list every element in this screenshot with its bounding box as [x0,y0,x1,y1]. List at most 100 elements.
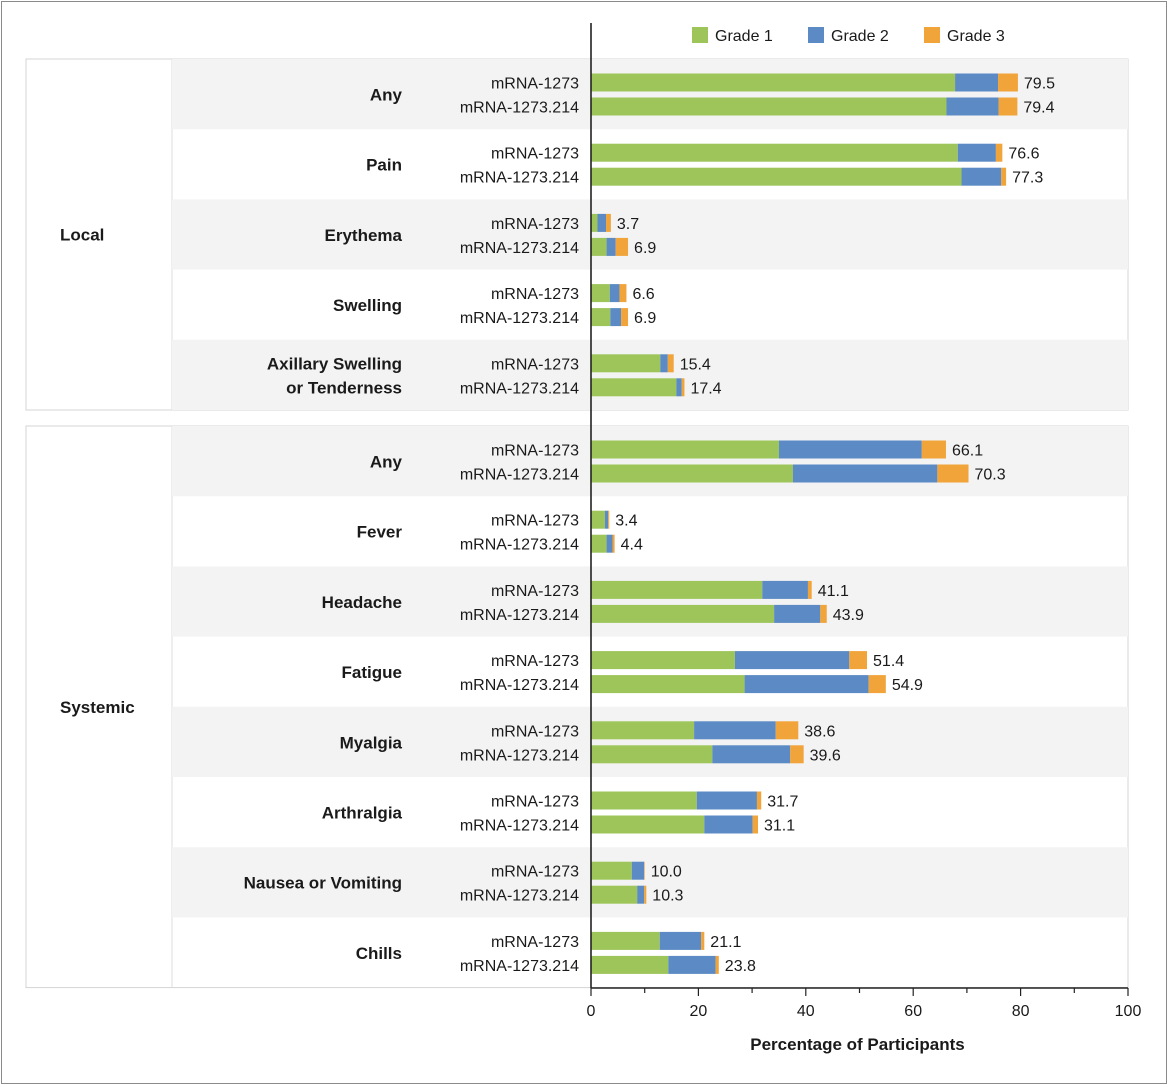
x-tick-label-60: 60 [904,1003,922,1020]
bar-systemic-nausea-or-vomiting-mrna-1273-grade-3 [644,861,645,880]
bar-systemic-fever-mrna-1273-214-grade-2 [606,534,613,553]
bar-local-swelling-mrna-1273-214-grade-3 [621,308,629,327]
band-systemic-nausea-or-vomiting [172,847,1128,918]
bar-local-axillary-swelling-or-tenderness-mrna-1273-grade-3 [667,354,674,373]
bar-local-swelling-mrna-1273-grade-1 [591,284,610,303]
bar-systemic-nausea-or-vomiting-mrna-1273-grade-2 [631,861,645,880]
bar-systemic-chills-mrna-1273-214-grade-2 [668,955,716,974]
x-tick-label-100: 100 [1115,1003,1142,1020]
bar-systemic-headache-mrna-1273-grade-2 [762,580,808,599]
category-label-systemic-arthralgia: Arthralgia [322,804,403,823]
band-systemic-any [172,426,1128,497]
bar-local-swelling-mrna-1273-grade-3 [619,284,627,303]
bar-systemic-any-mrna-1273-grade-1 [591,440,779,459]
x-tick-label-40: 40 [797,1003,815,1020]
vaccine-label-systemic-arthralgia-mrna-1273: mRNA-1273 [491,794,579,811]
data-label-systemic-fever-mrna-1273-214: 4.4 [621,537,643,554]
vaccine-label-systemic-any-mrna-1273: mRNA-1273 [491,443,579,460]
vaccine-label-systemic-chills-mrna-1273-214: mRNA-1273.214 [460,958,579,975]
panel-label-local: Local [60,226,104,245]
vaccine-label-local-axillary-swelling-or-tenderness-mrna-1273: mRNA-1273 [491,356,579,373]
x-tick-label-0: 0 [587,1003,596,1020]
bar-systemic-fatigue-mrna-1273-grade-2 [734,651,850,670]
bar-systemic-fatigue-mrna-1273-grade-1 [591,651,735,670]
bar-local-pain-mrna-1273-214-grade-3 [1001,167,1007,186]
band-local-erythema [172,199,1128,270]
bar-local-erythema-mrna-1273-grade-2 [597,213,607,232]
bar-local-axillary-swelling-or-tenderness-mrna-1273-214-grade-1 [591,378,677,397]
legend-label-grade-2: Grade 2 [831,28,889,45]
bar-local-pain-mrna-1273-214-grade-1 [591,167,962,186]
bar-systemic-any-mrna-1273-214-grade-2 [792,464,938,483]
bar-local-pain-mrna-1273-grade-1 [591,143,958,162]
data-label-local-any-mrna-1273-214: 79.4 [1023,100,1054,117]
legend-label-grade-3: Grade 3 [947,28,1005,45]
category-label-local-pain: Pain [366,156,402,175]
vaccine-label-local-swelling-mrna-1273-214: mRNA-1273.214 [460,310,579,327]
bar-systemic-arthralgia-mrna-1273-grade-3 [756,791,762,810]
band-systemic-myalgia [172,706,1128,777]
bar-systemic-any-mrna-1273-214-grade-3 [937,464,969,483]
band-local-any [172,59,1128,130]
vaccine-label-local-pain-mrna-1273-214: mRNA-1273.214 [460,170,579,187]
bar-systemic-arthralgia-mrna-1273-214-grade-2 [704,815,753,834]
data-label-systemic-chills-mrna-1273-214: 23.8 [725,958,756,975]
bar-systemic-arthralgia-mrna-1273-214-grade-1 [591,815,705,834]
data-label-local-swelling-mrna-1273: 6.6 [632,286,654,303]
x-tick-label-20: 20 [690,1003,708,1020]
data-label-systemic-fatigue-mrna-1273-214: 54.9 [892,677,923,694]
bar-systemic-fever-mrna-1273-grade-3 [608,510,610,529]
bar-local-pain-mrna-1273-grade-2 [957,143,996,162]
category-label-systemic-headache: Headache [322,593,402,612]
bar-systemic-any-mrna-1273-214-grade-1 [591,464,793,483]
bar-systemic-chills-mrna-1273-grade-1 [591,931,660,950]
bar-systemic-myalgia-mrna-1273-214-grade-3 [790,745,804,764]
x-tick-label-80: 80 [1012,1003,1030,1020]
bar-systemic-fatigue-mrna-1273-214-grade-2 [744,675,869,694]
vaccine-label-local-any-mrna-1273-214: mRNA-1273.214 [460,100,579,117]
bar-systemic-headache-mrna-1273-214-grade-2 [774,604,821,623]
data-label-local-axillary-swelling-or-tenderness-mrna-1273: 15.4 [680,356,711,373]
vaccine-label-local-erythema-mrna-1273-214: mRNA-1273.214 [460,240,579,257]
data-label-systemic-headache-mrna-1273: 41.1 [818,583,849,600]
bar-systemic-fever-mrna-1273-214-grade-3 [612,534,615,553]
bar-local-any-mrna-1273-grade-2 [955,73,999,92]
bar-local-any-mrna-1273-grade-1 [591,73,956,92]
bar-local-pain-mrna-1273-grade-3 [995,143,1003,162]
legend-swatch-grade-3 [924,27,940,43]
bar-local-erythema-mrna-1273-214-grade-1 [591,237,607,256]
data-label-systemic-arthralgia-mrna-1273-214: 31.1 [764,818,795,835]
vaccine-label-local-swelling-mrna-1273: mRNA-1273 [491,286,579,303]
bar-local-erythema-mrna-1273-grade-3 [606,213,611,232]
category-label-systemic-myalgia: Myalgia [340,733,403,752]
vaccine-label-systemic-myalgia-mrna-1273: mRNA-1273 [491,723,579,740]
bar-local-axillary-swelling-or-tenderness-mrna-1273-214-grade-2 [676,378,682,397]
bar-systemic-fatigue-mrna-1273-214-grade-1 [591,675,745,694]
legend-swatch-grade-2 [808,27,824,43]
bar-systemic-myalgia-mrna-1273-grade-2 [694,721,776,740]
data-label-local-swelling-mrna-1273-214: 6.9 [634,310,656,327]
bar-systemic-myalgia-mrna-1273-grade-1 [591,721,695,740]
vaccine-label-systemic-nausea-or-vomiting-mrna-1273: mRNA-1273 [491,864,579,881]
bar-systemic-myalgia-mrna-1273-214-grade-1 [591,745,713,764]
category-label-local-axillary-swelling-or-tenderness-line1: Axillary Swelling [267,354,402,373]
bar-systemic-headache-mrna-1273-grade-1 [591,580,763,599]
data-label-systemic-fever-mrna-1273: 3.4 [615,513,637,530]
data-label-systemic-chills-mrna-1273: 21.1 [710,934,741,951]
vaccine-label-local-any-mrna-1273: mRNA-1273 [491,76,579,93]
vaccine-label-systemic-fever-mrna-1273: mRNA-1273 [491,513,579,530]
bar-local-axillary-swelling-or-tenderness-mrna-1273-grade-1 [591,354,661,373]
vaccine-label-local-erythema-mrna-1273: mRNA-1273 [491,216,579,233]
data-label-local-axillary-swelling-or-tenderness-mrna-1273-214: 17.4 [690,380,721,397]
data-label-systemic-any-mrna-1273-214: 70.3 [975,467,1006,484]
category-label-local-erythema: Erythema [325,226,403,245]
bar-local-swelling-mrna-1273-214-grade-1 [591,308,611,327]
legend-swatch-grade-1 [692,27,708,43]
bar-systemic-chills-mrna-1273-grade-3 [701,931,705,950]
data-label-local-pain-mrna-1273: 76.6 [1008,146,1039,163]
bar-systemic-arthralgia-mrna-1273-grade-2 [696,791,757,810]
bar-systemic-nausea-or-vomiting-mrna-1273-214-grade-2 [637,885,645,904]
vaccine-label-systemic-arthralgia-mrna-1273-214: mRNA-1273.214 [460,818,579,835]
